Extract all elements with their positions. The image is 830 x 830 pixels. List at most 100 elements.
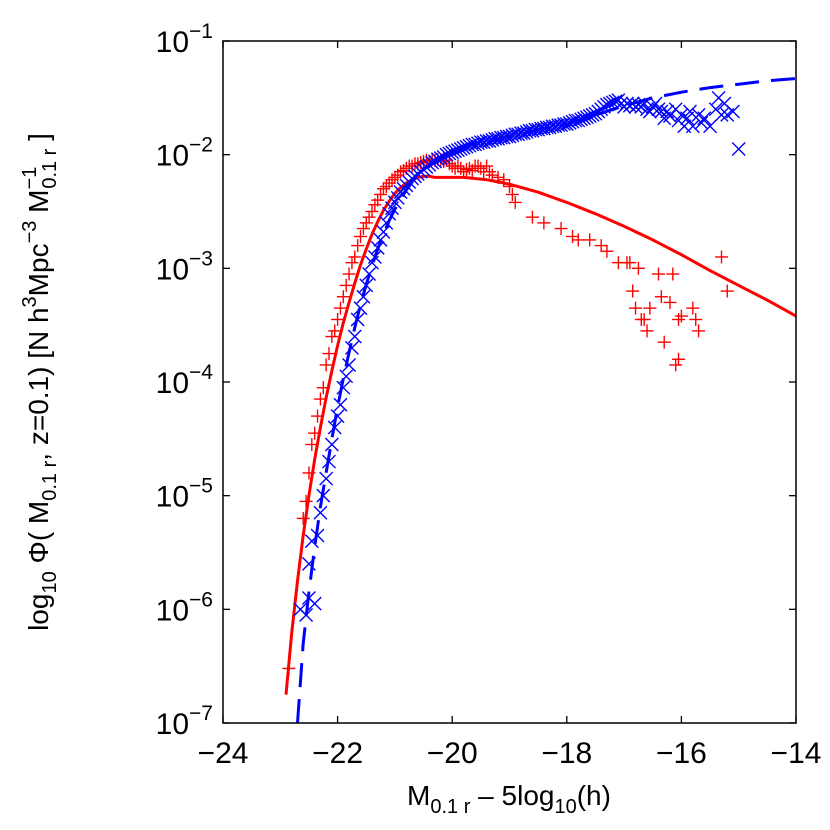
red-plus-point-104	[720, 284, 734, 298]
x-tick-label-4: −16	[656, 737, 707, 770]
y-tick-label-5: 10−2	[156, 134, 213, 173]
blue-x-point-14	[333, 397, 348, 412]
red-plus-point-99	[669, 358, 683, 372]
blue-x-point-22	[356, 289, 371, 304]
blue-x-point-140	[703, 119, 718, 134]
red-plus-point-21	[354, 230, 368, 244]
red-plus-point-35	[394, 165, 408, 179]
blue-x-point-9	[319, 471, 334, 486]
blue-x-point-17	[342, 357, 357, 372]
blue-x-point-69	[491, 131, 506, 146]
blue-x-point-3	[307, 596, 322, 611]
red-plus-point-90	[643, 301, 657, 315]
blue-fit-curve	[296, 77, 796, 723]
blue-x-point-62	[470, 136, 485, 151]
blue-x-point-81	[525, 123, 540, 138]
blue-x-point-126	[654, 104, 669, 119]
blue-x-point-88	[545, 119, 560, 134]
red-plus-point-3	[302, 466, 316, 480]
red-plus-point-4	[305, 438, 319, 452]
blue-x-point-82	[528, 122, 543, 137]
red-plus-point-19	[348, 250, 362, 264]
y-tick-label-0: 10−7	[156, 702, 213, 741]
blue-x-point-135	[683, 104, 697, 119]
red-plus-point-14	[333, 301, 347, 315]
x-tick-labels: −24 −22 −20 −18 −16 −14	[198, 737, 822, 770]
blue-x-point-13	[330, 409, 345, 424]
red-plus-point-95	[666, 267, 680, 281]
blue-x-point-64	[476, 135, 491, 150]
blue-x-point-6	[310, 528, 325, 543]
red-plus-point-63	[474, 161, 488, 175]
blue-x-point-138	[694, 115, 709, 130]
blue-x-point-70	[493, 130, 508, 145]
blue-x-point-71	[496, 130, 511, 145]
red-plus-point-16	[339, 278, 353, 292]
x-tick-label-0: −24	[198, 737, 249, 770]
red-plus-point-83	[623, 256, 637, 270]
plot-frame	[222, 40, 797, 724]
red-plus-point-6	[311, 409, 325, 423]
blue-x-point-27	[370, 240, 385, 255]
blue-x-point-139	[697, 111, 712, 126]
red-plus-point-101	[689, 312, 703, 326]
red-plus-point-8	[316, 381, 330, 395]
blue-x-point-74	[505, 128, 520, 143]
red-plus-point-70	[503, 179, 516, 193]
red-plus-point-28	[374, 187, 388, 201]
red-plus-point-74	[537, 216, 551, 230]
red-plus-point-71	[505, 187, 519, 201]
red-plus-point-18	[345, 256, 359, 270]
red-plus-point-91	[651, 267, 665, 281]
x-tick-label-2: −20	[427, 737, 478, 770]
blue-x-point-15	[336, 380, 351, 395]
red-plus-point-72	[508, 195, 522, 209]
red-plus-point-39	[405, 159, 419, 173]
blue-x-point-4	[301, 556, 316, 571]
red-plus-point-80	[600, 244, 614, 258]
blue-x-point-77	[513, 126, 528, 141]
blue-x-point-72	[499, 129, 514, 144]
red-plus-point-5	[308, 426, 322, 440]
red-plus-point-55	[451, 159, 465, 173]
x-tick-label-3: −18	[541, 737, 592, 770]
red-plus-point-98	[672, 352, 686, 366]
blue-x-point-33	[387, 195, 402, 210]
blue-x-point-146	[725, 104, 740, 119]
blue-x-point-80	[522, 123, 537, 138]
red-plus-point-67	[485, 168, 499, 182]
red-plus-point-7	[313, 392, 327, 406]
blue-x-point-84	[534, 121, 549, 136]
red-plus-point-12	[328, 324, 342, 338]
blue-x-point-90	[551, 118, 566, 133]
blue-x-point-8	[316, 488, 331, 503]
blue-x-point-75	[508, 127, 523, 142]
y-tick-label-1: 10−6	[156, 588, 213, 627]
red-plus-point-93	[657, 335, 671, 349]
red-plus-point-94	[663, 295, 677, 309]
blue-x-point-30	[379, 215, 394, 230]
red-plus-point-33	[388, 170, 402, 184]
blue-x-point-76	[511, 127, 526, 142]
red-plus-point-97	[674, 309, 688, 323]
blue-x-point-85	[536, 121, 551, 136]
blue-x-point-128	[660, 104, 675, 119]
red-plus-point-75	[554, 222, 568, 236]
y-tick-label-4: 10−3	[156, 247, 213, 286]
red-plus-point-20	[351, 239, 365, 253]
red-plus-point-59	[462, 161, 476, 175]
y-tick-labels: 10−7 10−6 10−5 10−4 10−3 10−2 10−1	[156, 20, 214, 741]
blue-x-point-20	[350, 312, 365, 327]
blue-x-point-79	[519, 124, 534, 139]
blue-x-point-7	[313, 505, 328, 520]
red-plus-point-65	[480, 159, 494, 173]
blue-x-point-129	[662, 109, 677, 124]
blue-x-point-65	[479, 134, 494, 149]
y-tick-label-6: 10−1	[156, 20, 213, 59]
blue-x-point-87	[542, 120, 557, 135]
blue-x-point-18	[344, 340, 359, 355]
blue-x-point-63	[473, 135, 488, 150]
red-plus-point-96	[672, 312, 686, 326]
blue-x-point-134	[680, 111, 695, 126]
